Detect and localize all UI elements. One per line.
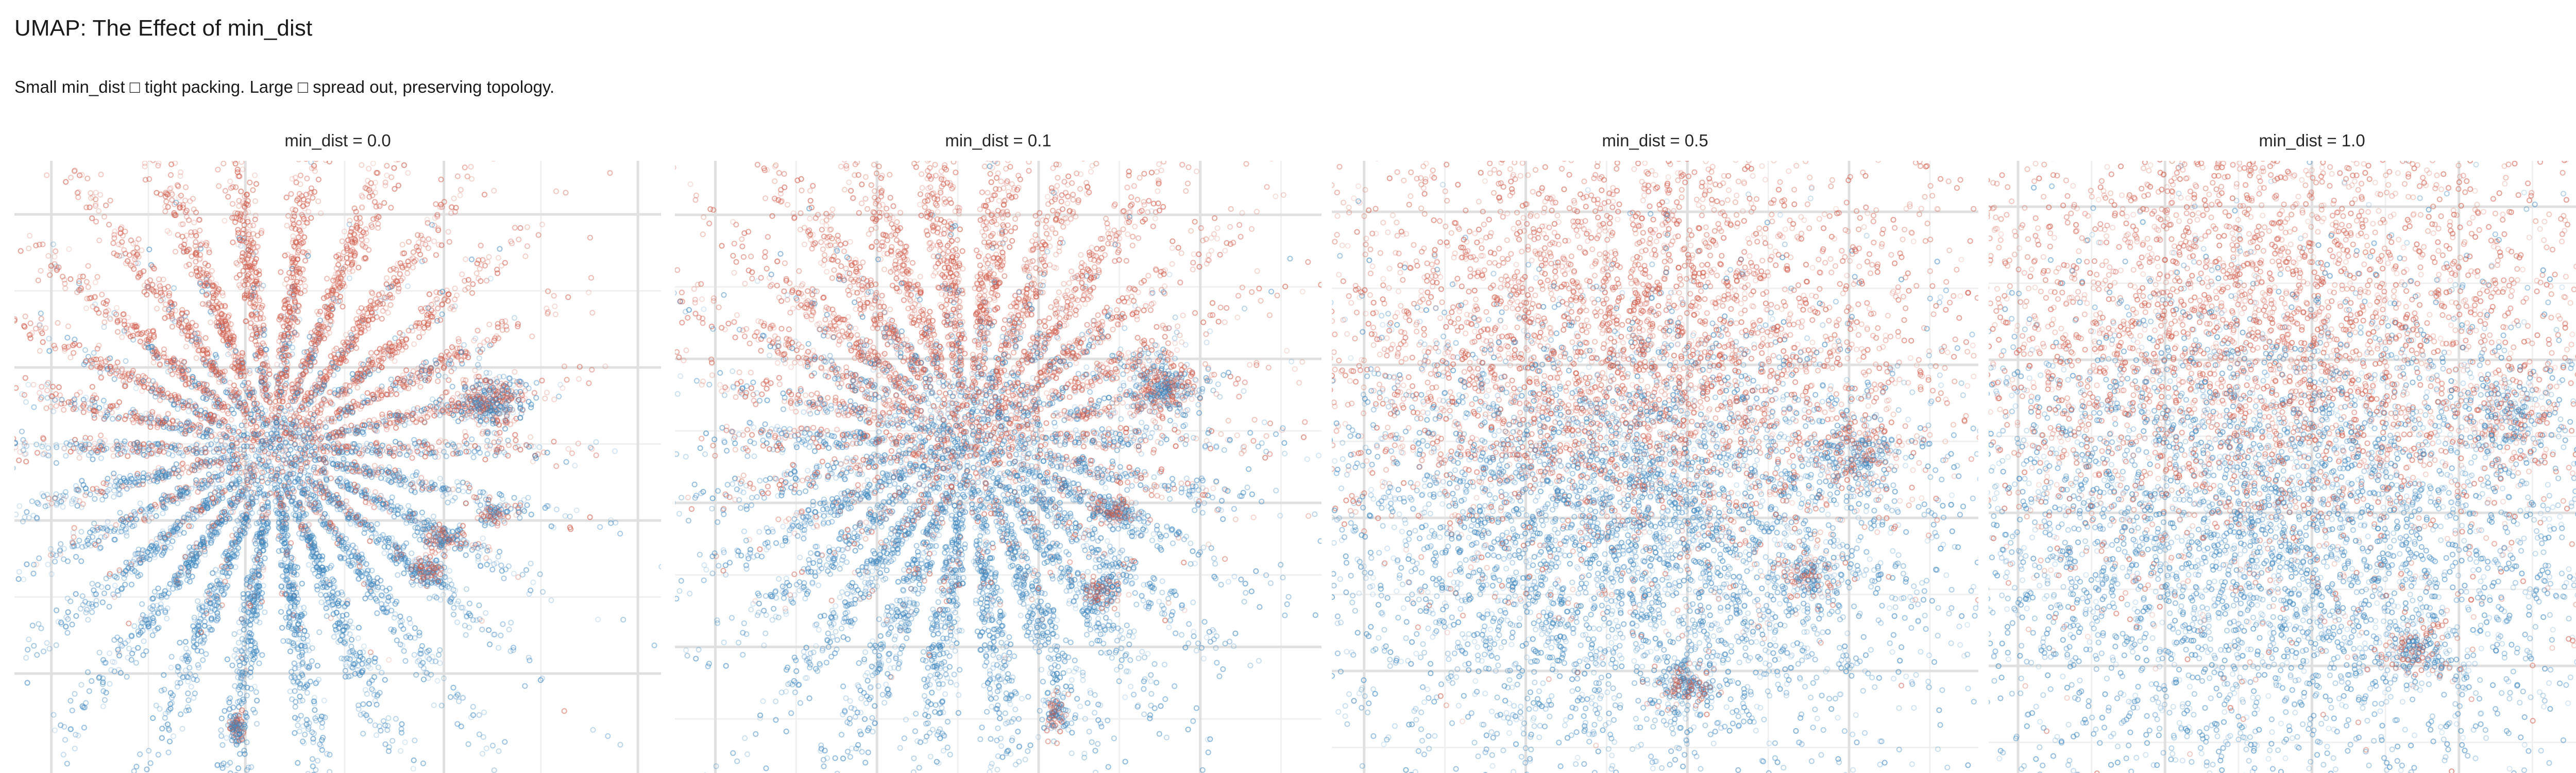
page-title: UMAP: The Effect of min_dist — [14, 15, 312, 41]
grid-major — [675, 161, 1321, 773]
panel-min-dist-2: min_dist = 0.5 — [1332, 124, 1978, 773]
panel-title: min_dist = 0.5 — [1332, 131, 1978, 150]
panel-title: min_dist = 0.1 — [675, 131, 1321, 150]
panel-min-dist-0: min_dist = 0.0 — [14, 124, 661, 773]
scatter-plot-area[interactable] — [675, 161, 1321, 773]
scatter-points — [1332, 161, 1978, 773]
figure-subtitle: Small min_dist □ tight packing. Large □ … — [14, 77, 554, 97]
panel-min-dist-3: min_dist = 1.0 — [1989, 124, 2576, 773]
scatter-points — [1989, 161, 2576, 773]
scatter-points — [675, 161, 1321, 773]
panel-title: min_dist = 0.0 — [14, 131, 661, 150]
grid-major — [1332, 161, 1978, 773]
panel-min-dist-1: min_dist = 0.1 — [675, 124, 1321, 773]
scatter-plot-area[interactable] — [1989, 161, 2576, 773]
grid-major — [1989, 161, 2576, 773]
grid-major — [14, 161, 661, 773]
scatter-plot-area[interactable] — [1332, 161, 1978, 773]
scatter-plot-area[interactable] — [14, 161, 661, 773]
scatter-points — [14, 161, 661, 773]
panel-title: min_dist = 1.0 — [1989, 131, 2576, 150]
